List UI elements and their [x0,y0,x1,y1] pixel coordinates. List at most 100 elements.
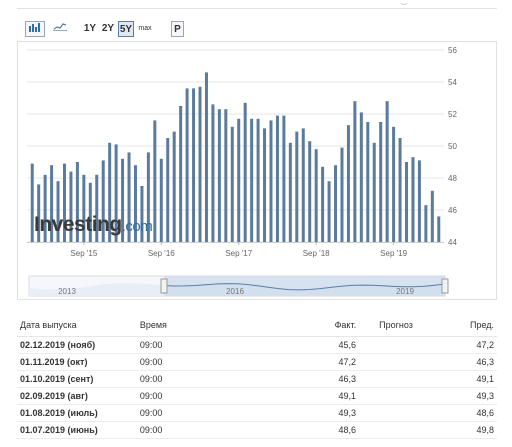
chart-bar[interactable] [75,162,79,242]
chart-bar[interactable] [308,141,312,242]
col-actual[interactable]: Факт. [285,314,360,337]
chart-bar[interactable] [321,166,325,242]
cell-date: 01.08.2019 (июль) [17,404,137,422]
chart-bar[interactable] [269,120,273,242]
chart-bar[interactable] [256,118,260,242]
chart-bar[interactable] [95,174,99,242]
chart-bar[interactable] [417,160,421,242]
range-1y-button[interactable]: 1Y [83,23,97,34]
navigator-year-label: 2019 [396,287,414,296]
chart-bar[interactable] [69,171,73,242]
table-row: 02.09.2019 (авг) 09:00 49,1 49,3 [17,387,497,405]
chart-bar[interactable] [359,112,363,243]
chart-bar[interactable] [379,122,383,242]
chart-bar[interactable] [114,144,118,242]
chart-bar[interactable] [217,109,221,242]
range-navigator[interactable]: 2013 2016 2019 [17,274,497,300]
chart-bar[interactable] [372,142,376,242]
chart-bar[interactable] [237,118,241,242]
chart-bar[interactable] [334,165,338,242]
col-time[interactable]: Время [136,314,286,337]
chart-bar[interactable] [127,152,131,242]
cell-date: 02.09.2019 (авг) [17,387,137,405]
cell-actual: 46,3 [285,370,360,388]
chart-bar[interactable] [295,131,299,242]
chart-bar[interactable] [204,72,208,243]
chart-bar[interactable] [282,115,286,242]
chart-bar[interactable] [37,184,41,242]
chart-bar[interactable] [250,118,254,242]
chart-bar[interactable] [275,115,279,242]
chart-bar[interactable] [263,128,267,242]
cell-time: 09:00 [136,404,286,422]
chart-bar[interactable] [230,126,234,242]
chart-bar[interactable] [108,142,112,242]
watermark-suffix: .com [121,218,153,235]
navigator-year-label: 2013 [58,287,76,296]
chart-bar[interactable] [50,165,54,242]
chart-bar[interactable] [192,88,196,243]
chart-bar[interactable] [346,125,350,242]
watermark-text: Investing [34,213,122,236]
x-tick-label: Sep '18 [303,249,330,258]
chart-bar[interactable] [166,138,170,242]
table-row: 02.12.2019 (нояб) 09:00 45,6 47,2 [17,336,497,354]
cell-actual: 49,3 [285,404,360,422]
chart-bar[interactable] [185,88,189,243]
chart-bar[interactable] [301,128,305,242]
chart-bar[interactable] [179,106,183,242]
chart-bar[interactable] [172,131,176,242]
chart-bar[interactable] [88,182,92,242]
chart-bar[interactable] [437,216,441,242]
chart-bar[interactable] [62,163,66,242]
line-chart-type-button[interactable] [50,21,70,37]
bar-chart-type-button[interactable] [25,21,45,37]
chart-bar[interactable] [405,162,409,242]
price-mode-button[interactable]: P [171,21,184,37]
chart-bar[interactable] [159,158,163,242]
chart-bar[interactable] [398,138,402,242]
chart-bar[interactable] [153,120,157,242]
range-5y-button[interactable]: 5Y [118,21,134,37]
scroll-handle[interactable] [400,0,408,5]
range-2y-button[interactable]: 2Y [101,23,115,34]
chart-bar[interactable] [211,104,215,243]
chart-bar[interactable] [411,157,415,242]
col-release-date[interactable]: Дата выпуска [17,314,137,337]
col-previous[interactable]: Пред. [433,314,497,337]
chart-bar[interactable] [340,147,344,242]
chart-bar[interactable] [288,142,292,242]
chart-bar[interactable] [366,122,370,242]
chart-bar[interactable] [140,186,144,242]
navigator-handle[interactable] [441,278,449,294]
chart-bar[interactable] [82,174,86,242]
chart-bar[interactable] [430,190,434,242]
chart-bar[interactable] [385,101,389,242]
chart-bar[interactable] [101,160,105,242]
chart-bar[interactable] [392,126,396,242]
chart-bar[interactable] [327,181,331,242]
col-forecast[interactable]: Прогноз [359,314,434,337]
chart-bar[interactable] [146,152,150,242]
y-tick-label: 48 [448,174,457,183]
range-max-button[interactable]: max [138,25,152,32]
chart-bar[interactable] [121,158,125,242]
chart-bar[interactable] [224,109,228,242]
chart-bar[interactable] [43,174,47,242]
chart-bar[interactable] [133,165,137,242]
bar-chart-icon [29,23,40,32]
cell-forecast [359,336,434,354]
cell-time: 09:00 [136,353,286,371]
chart-bar[interactable] [30,163,34,242]
navigator-selection[interactable] [164,276,445,296]
chart-bar[interactable] [56,181,60,242]
chart-bar[interactable] [353,101,357,242]
navigator-handle[interactable] [160,278,168,294]
chart-bar[interactable] [424,205,428,242]
cell-date: 01.10.2019 (сент) [17,370,137,388]
table-row: 01.10.2019 (сент) 09:00 46,3 49,1 [17,370,497,388]
chart-bar[interactable] [198,86,202,242]
chart-bar[interactable] [243,102,247,242]
chart-bar[interactable] [314,149,318,242]
cell-forecast [359,421,434,439]
